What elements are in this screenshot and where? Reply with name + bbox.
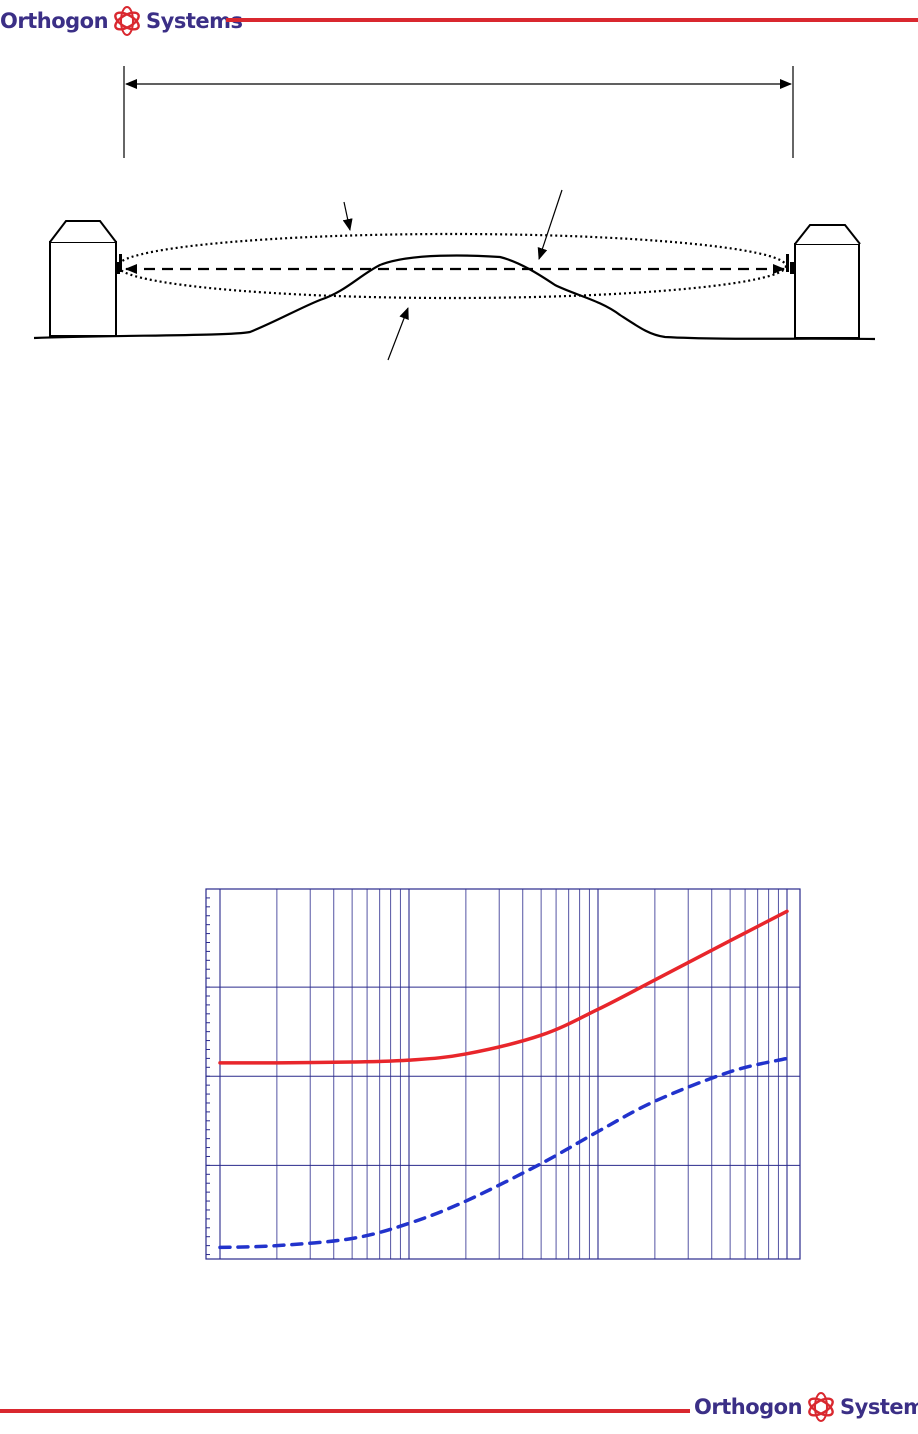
callout-ground-pointer <box>387 307 409 361</box>
chart-series <box>218 909 789 1250</box>
header-rule <box>226 18 918 22</box>
chart-minor-ticks <box>206 897 210 1256</box>
path-profile-diagram <box>33 66 876 361</box>
orthogon-globe-logo-icon <box>114 6 140 36</box>
chart-plot-frame <box>205 888 801 1260</box>
series-dashed-line <box>218 1056 789 1250</box>
log-scale-chart <box>205 888 801 1260</box>
left-building-icon <box>49 220 117 337</box>
callout-los-pointer <box>537 189 563 260</box>
logo-word-orthogon: Orthogon <box>694 1394 803 1419</box>
header-logo: Orthogon Systems <box>0 4 243 38</box>
terrain-profile <box>33 254 876 341</box>
logo-word-orthogon: Orthogon <box>0 8 109 33</box>
series-solid-line <box>218 909 789 1065</box>
logo-word-systems: Systems <box>146 8 243 33</box>
fresnel-zone-ellipse <box>116 232 788 300</box>
footer-logo: Orthogon Systems <box>694 1390 918 1424</box>
chart-grid <box>206 889 800 1259</box>
right-building-icon <box>794 224 861 339</box>
orthogon-globe-logo-icon <box>808 1392 834 1422</box>
footer-rule <box>0 1409 690 1413</box>
right-antenna-icon <box>786 254 794 274</box>
callout-fresnel-pointer <box>342 201 353 231</box>
logo-word-systems: Systems <box>840 1394 918 1419</box>
